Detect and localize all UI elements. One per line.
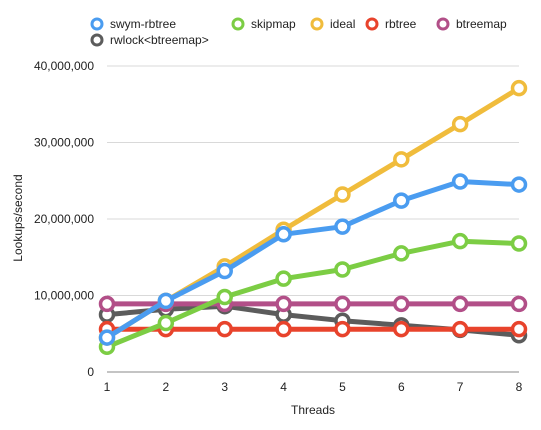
data-point (334, 295, 351, 313)
data-point (451, 295, 469, 313)
data-point (510, 176, 528, 193)
legend-label: rwlock<btreemap> (110, 33, 209, 47)
data-point (510, 295, 528, 313)
data-point (451, 320, 469, 338)
y-tick-label: 0 (87, 365, 94, 379)
data-point (157, 292, 175, 310)
x-tick-label: 3 (221, 380, 228, 394)
series-line (104, 238, 522, 350)
data-point (393, 192, 410, 209)
x-tick-label: 8 (516, 380, 523, 394)
data-point (334, 261, 351, 278)
grid (107, 65, 519, 296)
data-point (216, 262, 233, 280)
data-point (216, 288, 233, 306)
data-point (393, 245, 410, 262)
legend-item-rbtree: rbtree (365, 17, 417, 31)
legend-marker (231, 17, 245, 31)
data-point (510, 235, 528, 252)
series-rbtree (98, 320, 528, 338)
x-axis-title: Threads (291, 403, 335, 417)
x-tick-label: 1 (104, 380, 111, 394)
data-point (510, 79, 528, 97)
legend-item-ideal: ideal (310, 17, 355, 31)
data-point (98, 295, 116, 313)
y-axis-ticks: 0 10,000,000 20,000,000 30,000,000 40,000,00… (34, 59, 94, 379)
legend-label: rbtree (385, 17, 417, 31)
data-point (393, 295, 410, 313)
x-tick-label: 2 (163, 380, 170, 394)
data-point (157, 314, 175, 332)
y-tick-label: 40,000,000 (34, 59, 94, 73)
series-swym-rbtree (98, 173, 528, 346)
legend-label: btreemap (456, 17, 507, 31)
legend-marker (90, 33, 104, 47)
legend-marker (310, 17, 324, 31)
data-point (275, 270, 292, 287)
legend-marker (365, 17, 379, 31)
data-point (451, 173, 469, 190)
legend-item-swym-rbtree: swym-rbtree (90, 17, 176, 31)
x-tick-label: 4 (280, 380, 287, 394)
legend-item-btreemap: btreemap (436, 17, 507, 31)
data-point (334, 186, 351, 203)
y-tick-label: 30,000,000 (34, 136, 94, 150)
series-layer (98, 79, 528, 356)
legend-marker (436, 17, 450, 31)
data-point (275, 320, 292, 338)
legend-item-rwlock-btreemap: rwlock<btreemap> (90, 33, 209, 47)
data-point (275, 295, 292, 313)
series-line (104, 179, 522, 341)
y-tick-label: 10,000,000 (34, 289, 94, 303)
x-axis-ticks: 1 2 3 4 5 6 7 8 (104, 380, 523, 394)
legend: swym-rbtree skipmap ideal rbtree btreemap rwl… (90, 17, 507, 47)
data-point (393, 151, 410, 168)
data-point (510, 320, 528, 338)
legend-item-skipmap: skipmap (231, 17, 296, 31)
data-point (451, 232, 469, 250)
data-point (393, 320, 410, 338)
data-point (334, 320, 351, 338)
data-point (216, 320, 233, 338)
legend-label: skipmap (251, 17, 296, 31)
x-tick-label: 5 (339, 380, 346, 394)
data-point (334, 218, 351, 235)
x-tick-label: 7 (457, 380, 464, 394)
data-point (275, 226, 292, 243)
legend-label: swym-rbtree (110, 17, 176, 31)
y-axis-title: Lookups/second (11, 174, 25, 261)
legend-marker (90, 17, 104, 31)
x-tick-label: 6 (398, 380, 405, 394)
data-point (451, 115, 469, 133)
y-tick-label: 20,000,000 (34, 212, 94, 226)
data-point (98, 329, 116, 346)
legend-label: ideal (330, 17, 355, 31)
